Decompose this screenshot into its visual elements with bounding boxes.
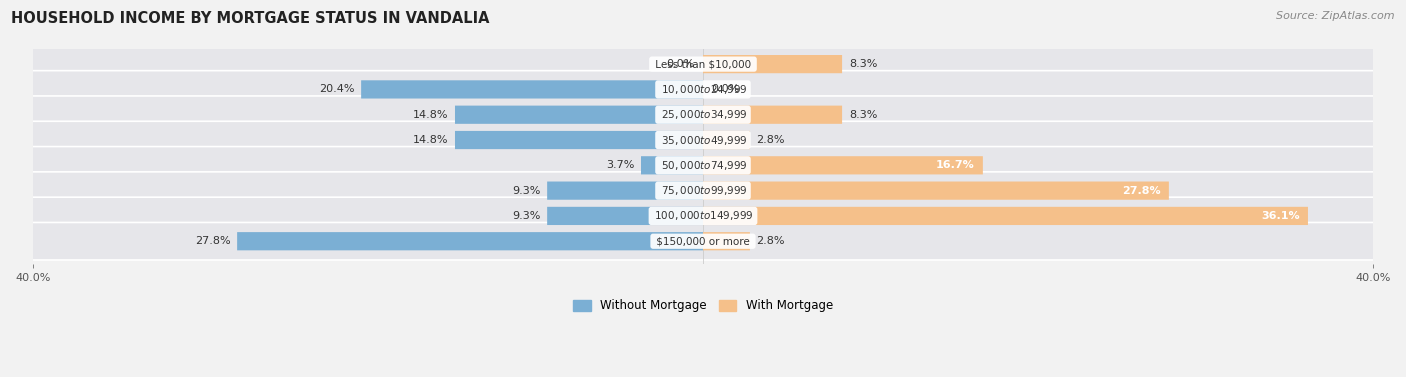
- Text: 16.7%: 16.7%: [936, 160, 974, 170]
- Text: $25,000 to $34,999: $25,000 to $34,999: [658, 108, 748, 121]
- FancyBboxPatch shape: [25, 70, 1381, 108]
- FancyBboxPatch shape: [25, 172, 1381, 209]
- FancyBboxPatch shape: [361, 80, 703, 98]
- Text: 2.8%: 2.8%: [756, 135, 785, 145]
- Text: 9.3%: 9.3%: [512, 185, 540, 196]
- Text: Source: ZipAtlas.com: Source: ZipAtlas.com: [1277, 11, 1395, 21]
- FancyBboxPatch shape: [703, 232, 749, 250]
- Text: $75,000 to $99,999: $75,000 to $99,999: [658, 184, 748, 197]
- FancyBboxPatch shape: [25, 222, 1381, 260]
- FancyBboxPatch shape: [25, 197, 1381, 235]
- Text: $10,000 to $24,999: $10,000 to $24,999: [658, 83, 748, 96]
- Text: 36.1%: 36.1%: [1261, 211, 1299, 221]
- Text: 9.3%: 9.3%: [512, 211, 540, 221]
- FancyBboxPatch shape: [703, 55, 842, 73]
- Text: 2.8%: 2.8%: [756, 236, 785, 246]
- Text: 27.8%: 27.8%: [195, 236, 231, 246]
- FancyBboxPatch shape: [456, 106, 703, 124]
- Text: $150,000 or more: $150,000 or more: [652, 236, 754, 246]
- FancyBboxPatch shape: [25, 45, 1381, 83]
- FancyBboxPatch shape: [703, 131, 749, 149]
- FancyBboxPatch shape: [25, 121, 1381, 159]
- FancyBboxPatch shape: [703, 156, 983, 175]
- FancyBboxPatch shape: [703, 181, 1168, 200]
- Text: 3.7%: 3.7%: [606, 160, 634, 170]
- Text: 8.3%: 8.3%: [849, 110, 877, 120]
- Text: 14.8%: 14.8%: [413, 110, 449, 120]
- FancyBboxPatch shape: [703, 207, 1308, 225]
- FancyBboxPatch shape: [547, 207, 703, 225]
- Text: 27.8%: 27.8%: [1122, 185, 1160, 196]
- Text: 0.0%: 0.0%: [666, 59, 695, 69]
- Text: 8.3%: 8.3%: [849, 59, 877, 69]
- FancyBboxPatch shape: [641, 156, 703, 175]
- Text: 20.4%: 20.4%: [319, 84, 354, 94]
- Legend: Without Mortgage, With Mortgage: Without Mortgage, With Mortgage: [567, 294, 839, 318]
- FancyBboxPatch shape: [703, 106, 842, 124]
- Text: $50,000 to $74,999: $50,000 to $74,999: [658, 159, 748, 172]
- Text: 0.0%: 0.0%: [711, 84, 740, 94]
- FancyBboxPatch shape: [25, 96, 1381, 133]
- FancyBboxPatch shape: [238, 232, 703, 250]
- Text: Less than $10,000: Less than $10,000: [652, 59, 754, 69]
- FancyBboxPatch shape: [456, 131, 703, 149]
- FancyBboxPatch shape: [25, 147, 1381, 184]
- Text: HOUSEHOLD INCOME BY MORTGAGE STATUS IN VANDALIA: HOUSEHOLD INCOME BY MORTGAGE STATUS IN V…: [11, 11, 489, 26]
- Text: $35,000 to $49,999: $35,000 to $49,999: [658, 133, 748, 147]
- Text: $100,000 to $149,999: $100,000 to $149,999: [651, 210, 755, 222]
- Text: 14.8%: 14.8%: [413, 135, 449, 145]
- FancyBboxPatch shape: [547, 181, 703, 200]
